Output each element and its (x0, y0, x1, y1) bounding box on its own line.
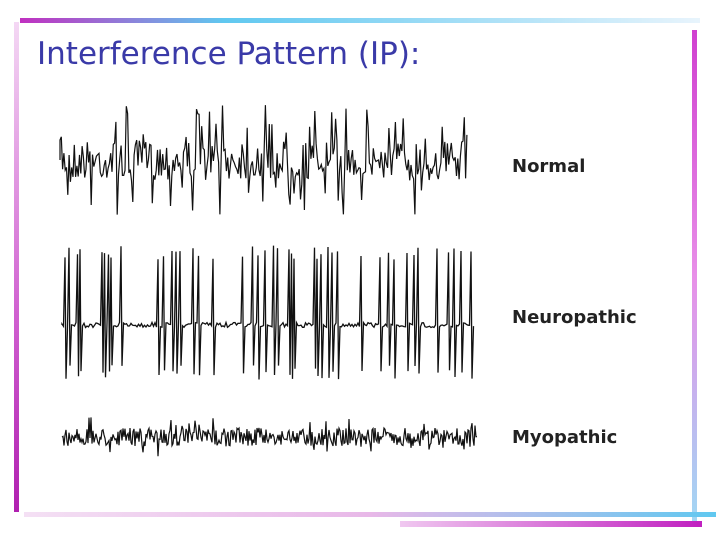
bottom-bar (24, 512, 716, 517)
left-bar (14, 22, 19, 512)
right-bar (692, 30, 697, 525)
slide-title: Interference Pattern (IP): (37, 36, 421, 72)
waveform (61, 417, 478, 457)
bottom-bar-2 (400, 521, 702, 527)
top-bar (20, 18, 700, 23)
trace-label: Neuropathic (512, 307, 637, 328)
waveform (61, 245, 475, 380)
emg-traces (59, 105, 478, 457)
trace-label: Normal (512, 156, 585, 177)
trace-label: Myopathic (512, 427, 617, 448)
waveform (59, 105, 468, 215)
